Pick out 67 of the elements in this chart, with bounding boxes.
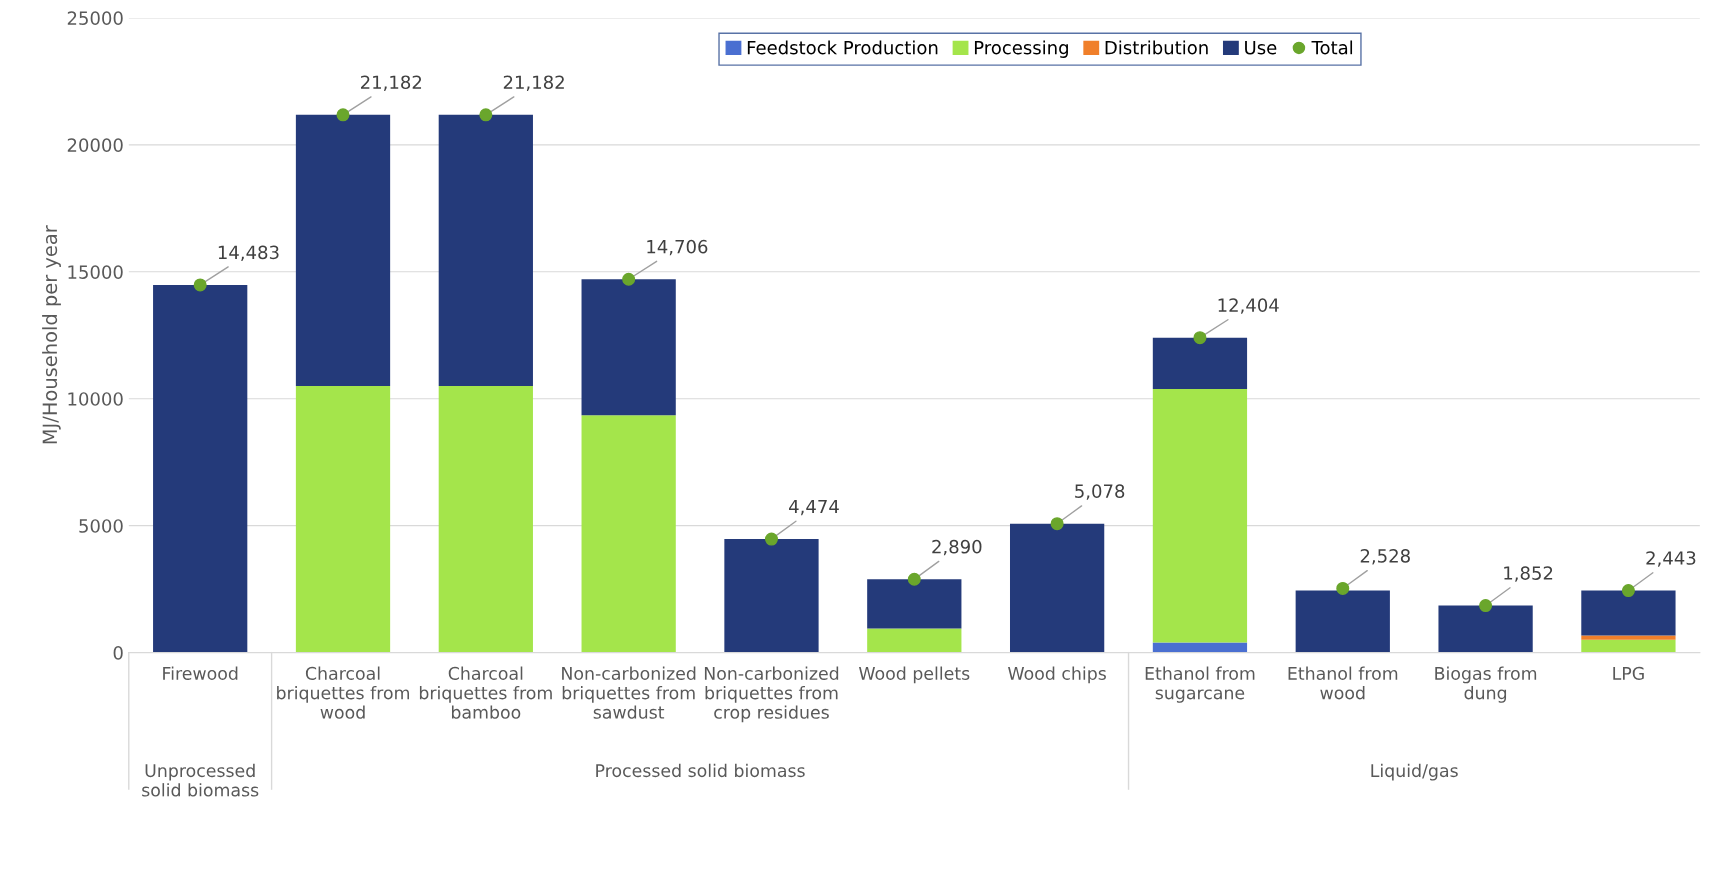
point [764, 532, 778, 546]
bar [1581, 590, 1676, 636]
point [622, 272, 636, 286]
x-tick-label: Ethanol from wood [1288, 666, 1398, 700]
bar [1152, 642, 1248, 653]
x-tick-label: Biogas from dung [1435, 666, 1537, 703]
data-label: 2,528 [1360, 549, 1410, 565]
data-label: 21,182 [361, 75, 422, 91]
point [193, 278, 207, 292]
text: Unprocessed solid biomass [142, 763, 259, 797]
bar [438, 386, 533, 653]
bar [295, 114, 391, 387]
bar [1152, 389, 1248, 643]
data-label: 14,483 [218, 245, 279, 262]
point [1336, 581, 1350, 595]
y-tick-label: 10000 [68, 392, 123, 406]
legend-label: Feedstock Production [747, 40, 938, 55]
legend-label: Use [1245, 41, 1277, 55]
point [907, 572, 921, 586]
x-tick-label: Wood pellets [858, 666, 970, 684]
x-tick-label: Charcoal briquettes from bamboo [419, 666, 552, 719]
y-axis-title: MJ/Household per year [42, 225, 61, 444]
y-tick-label: 20000 [67, 138, 123, 152]
point [336, 108, 350, 122]
data-label: 1,852 [1504, 566, 1553, 582]
x-tick-label: Charcoal briquettes from wood [277, 666, 410, 719]
x-tick-label: Ethanol from sugarcane [1145, 666, 1255, 703]
x-tick-label: LPG [1613, 666, 1644, 680]
bar [724, 539, 819, 653]
x-tick-label: Non-carbonized briquettes from sawdust [562, 666, 696, 719]
data-label: 21,182 [503, 75, 564, 91]
data-label: 2,443 [1646, 551, 1696, 567]
bar [1581, 639, 1676, 653]
point [1050, 517, 1064, 531]
legend-label: Distribution [1105, 40, 1208, 55]
bar [295, 386, 391, 653]
text: Liquid/gas [1371, 763, 1458, 781]
bar [438, 114, 533, 387]
y-tick-label: 5000 [79, 519, 123, 533]
bar [1581, 635, 1676, 640]
x-tick-label: Wood chips [1008, 666, 1106, 684]
text: Processed solid biomass [596, 763, 805, 778]
bar [867, 628, 962, 653]
bar [153, 284, 248, 653]
data-label: 12,404 [1218, 298, 1279, 314]
bar [867, 579, 962, 629]
point [479, 108, 493, 122]
legend-label: Total [1311, 40, 1353, 55]
point [1479, 599, 1493, 613]
bar [1438, 605, 1533, 653]
y-tick-label: 25000 [67, 11, 123, 25]
point [1621, 584, 1635, 598]
data-label: 5,078 [1075, 484, 1125, 500]
bar [581, 279, 676, 416]
point [1193, 331, 1207, 345]
bar [581, 415, 676, 653]
bar [1152, 337, 1248, 390]
data-label: 4,474 [789, 499, 839, 516]
y-tick-label: 0 [113, 646, 123, 660]
data-label: 2,890 [932, 539, 982, 556]
x-tick-label: Non-carbonized briquettes from crop residues [704, 666, 839, 723]
x-tick-label: Firewood [163, 666, 238, 680]
bar [1295, 590, 1390, 653]
bar [1009, 523, 1105, 653]
legend-label: Processing [974, 40, 1068, 58]
y-tick-label: 15000 [68, 265, 123, 279]
data-label: 14,706 [647, 239, 708, 256]
